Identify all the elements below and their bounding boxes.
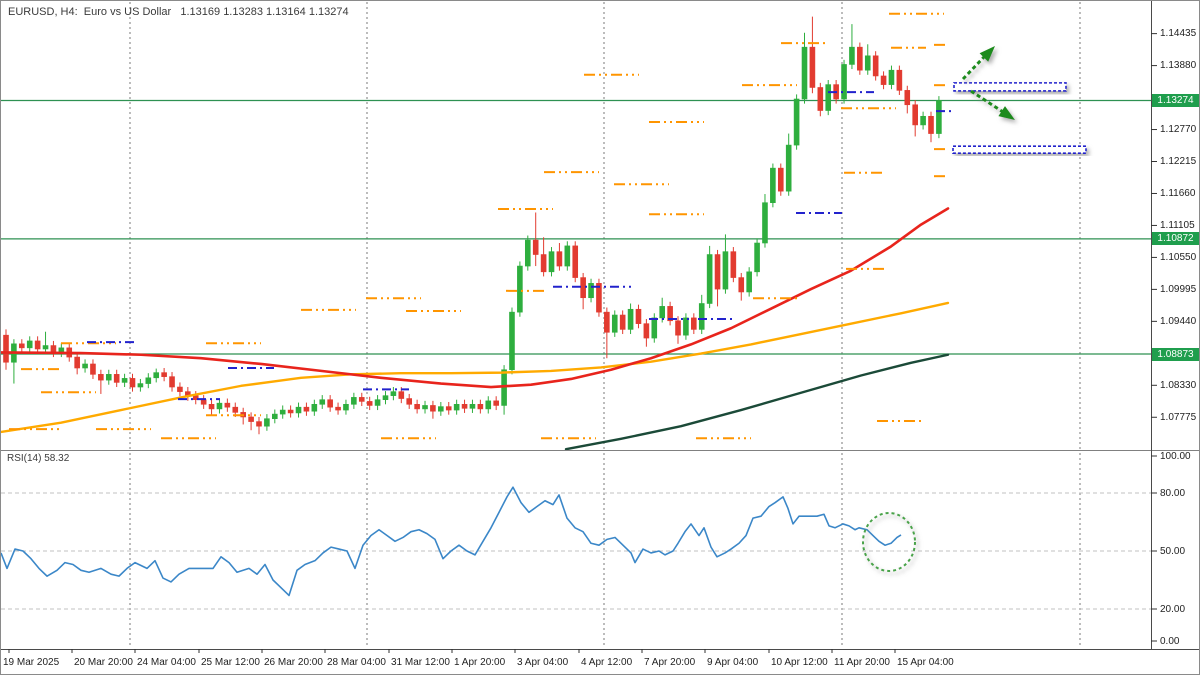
- price-zone-box-1[interactable]: [953, 82, 1067, 92]
- price-axis-label: 1.11660: [1160, 187, 1196, 199]
- rsi-level-lines: [1, 492, 1151, 610]
- ma-teal-line: [564, 353, 950, 451]
- time-axis-label: 4 Apr 12:00: [581, 657, 633, 668]
- time-axis-label: 9 Apr 04:00: [707, 657, 759, 668]
- candlesticks-layer: [3, 16, 942, 435]
- time-axis-label: 26 Mar 20:00: [264, 657, 323, 668]
- rsi-line: [1, 486, 902, 597]
- time-axis-label: 11 Apr 20:00: [834, 657, 890, 668]
- time-axis-label: 1 Apr 20:00: [454, 657, 506, 668]
- price-axis-label: 1.09995: [1160, 283, 1197, 295]
- rsi-indicator-label: RSI(14) 58.32: [7, 453, 70, 464]
- price-axis-label: 1.08330: [1160, 379, 1197, 391]
- time-axis-label: 15 Apr 04:00: [897, 657, 954, 668]
- time-axis-label: 31 Mar 12:00: [391, 657, 450, 668]
- up-trend-arrow[interactable]: [961, 46, 995, 81]
- rsi-axis-label: 20.00: [1160, 603, 1186, 615]
- price-axis-label: 1.12215: [1160, 156, 1197, 167]
- time-axis-label: 28 Mar 04:00: [327, 657, 386, 668]
- chart-title: EURUSD, H4: Euro vs US Dollar 1.13169 1.…: [8, 6, 349, 18]
- price-axis-label: 1.09440: [1160, 315, 1197, 327]
- chart-frame: [1, 1, 1199, 653]
- orange-level-segments: [9, 12, 949, 440]
- time-axis-label: 25 Mar 12:00: [201, 657, 260, 668]
- price-axis-label: 1.11105: [1160, 219, 1195, 231]
- price-axis-label: 1.07775: [1160, 411, 1197, 423]
- price-axis-label: 1.12770: [1160, 124, 1197, 136]
- rsi-axis-label: 50.00: [1160, 545, 1186, 557]
- price-zone-box-2[interactable]: [952, 145, 1087, 154]
- time-axis-label: 10 Apr 12:00: [771, 657, 828, 668]
- time-axis-label: 24 Mar 04:00: [137, 657, 196, 668]
- rsi-axis-label: 100.00: [1160, 450, 1191, 462]
- time-axis-label: 7 Apr 20:00: [644, 657, 696, 668]
- price-axis-label: 1.13880: [1160, 60, 1197, 72]
- time-axis-label: 19 Mar 2025: [3, 657, 60, 668]
- time-axis-label: 3 Apr 04:00: [517, 657, 569, 668]
- price-axis-label: 1.10550: [1160, 251, 1197, 263]
- ma-red-line: [1, 207, 950, 389]
- blue-level-segments: [87, 91, 951, 401]
- price-badge: 1.10872: [1152, 232, 1199, 246]
- time-axis-label: 20 Mar 20:00: [74, 657, 133, 668]
- down-trend-arrow[interactable]: [970, 89, 1015, 120]
- price-badge: 1.08873: [1152, 347, 1199, 361]
- support-resistance-lines[interactable]: [1, 99, 1151, 355]
- rsi-axis-label: 80.00: [1160, 487, 1186, 499]
- price-axis-label: 1.14435: [1160, 28, 1197, 40]
- ma-orange-line: [1, 301, 950, 434]
- price-badge: 1.13274: [1152, 94, 1199, 107]
- rsi-axis-label: 0.00: [1160, 635, 1180, 647]
- rsi-highlight-circle[interactable]: [862, 512, 916, 572]
